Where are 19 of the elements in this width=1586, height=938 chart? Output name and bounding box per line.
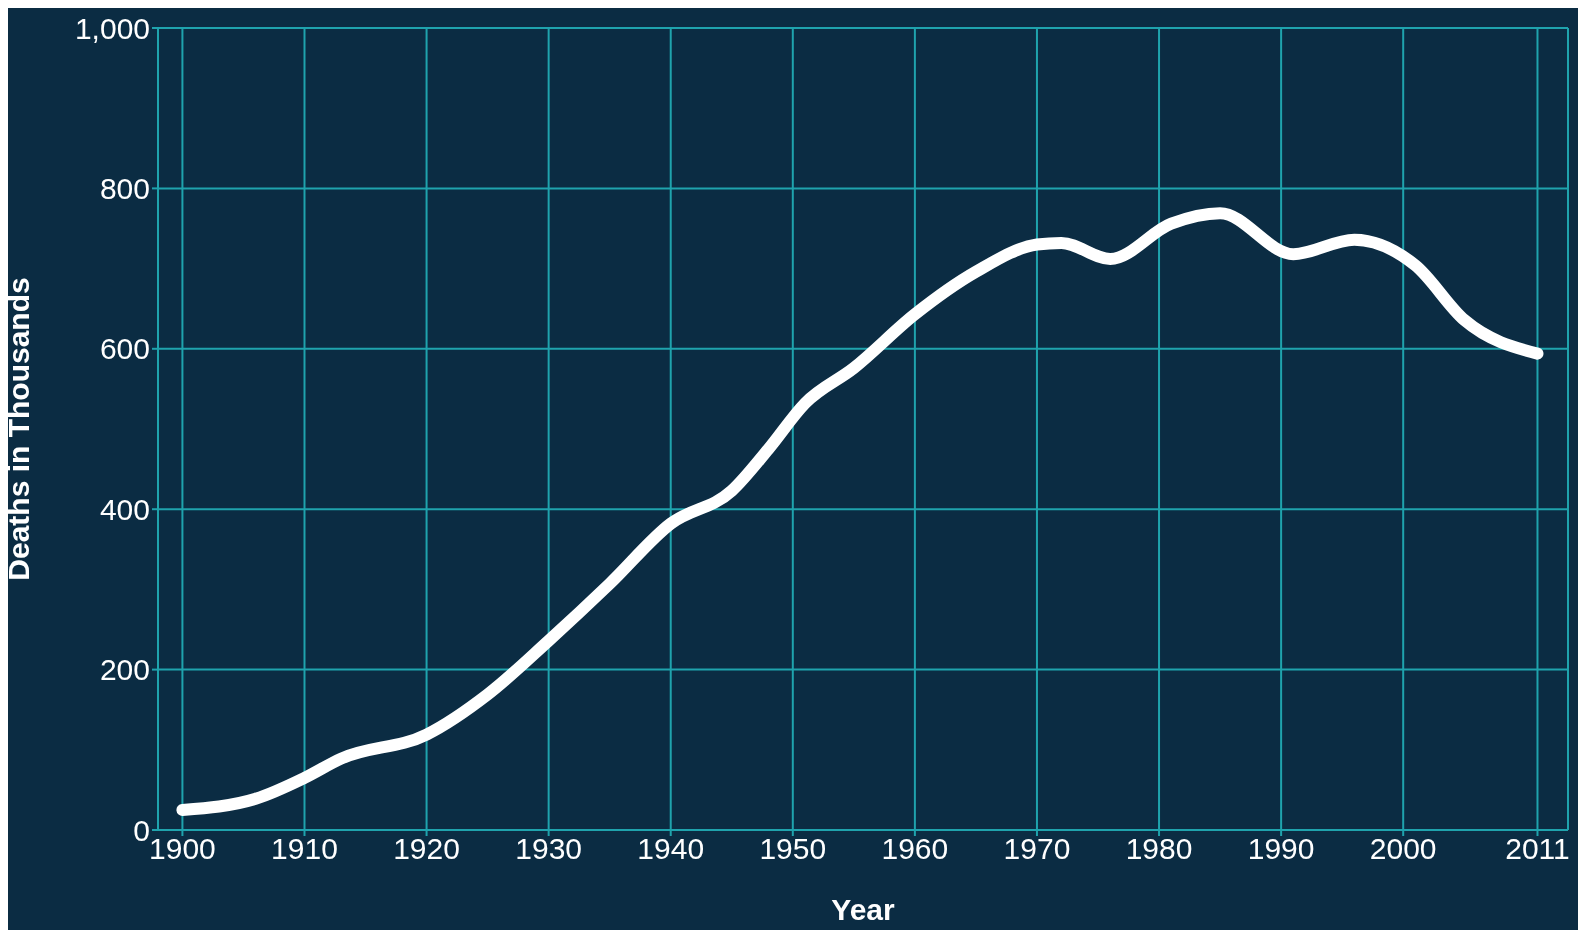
y-tick-label: 1,000: [74, 11, 150, 45]
x-tick-label: 1910: [271, 832, 338, 866]
x-tick-label: 1960: [881, 832, 949, 866]
y-tick-label: 0: [133, 813, 150, 847]
y-tick-label: 200: [99, 653, 150, 687]
x-tick-label: 1930: [515, 832, 583, 866]
x-tick-label: 2011: [1505, 832, 1570, 866]
x-tick-label: 1900: [149, 832, 216, 866]
y-tick-label: 600: [99, 332, 150, 366]
x-tick-label: 1970: [1003, 832, 1071, 866]
x-tick-label: 1950: [759, 832, 827, 866]
x-tick-label: 1990: [1247, 832, 1315, 866]
x-tick-label: 1980: [1125, 832, 1193, 866]
y-tick-label: 800: [99, 172, 150, 206]
y-tick-label: 400: [99, 492, 150, 526]
x-tick-label: 1940: [637, 832, 705, 866]
x-tick-label: 2000: [1369, 832, 1437, 866]
x-axis-title: Year: [831, 893, 896, 926]
x-tick-label: 1920: [393, 832, 460, 866]
